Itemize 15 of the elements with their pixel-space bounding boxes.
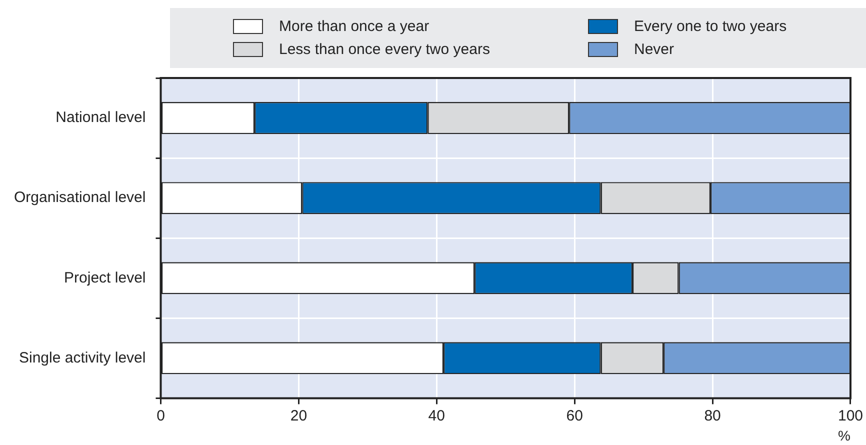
legend-label: Less than once every two years — [279, 41, 490, 58]
x-tick-label: 100 — [838, 407, 863, 424]
legend-label: Every one to two years — [634, 18, 787, 35]
x-tick-label: 0 — [156, 407, 165, 424]
y-tick-label: Organisational level — [14, 189, 146, 206]
y-tick-label: Single activity level — [19, 349, 146, 366]
legend-label: Never — [634, 41, 674, 58]
x-axis-title: % — [838, 427, 850, 444]
y-tick-label: Project level — [64, 269, 146, 286]
x-tick-label: 20 — [290, 407, 308, 424]
x-tick-label: 60 — [566, 407, 583, 424]
x-tick-label: 40 — [428, 407, 445, 424]
x-tick-label: 80 — [704, 407, 721, 424]
legend-label: More than once a year — [279, 18, 430, 35]
y-tick-label: National level — [56, 109, 146, 126]
